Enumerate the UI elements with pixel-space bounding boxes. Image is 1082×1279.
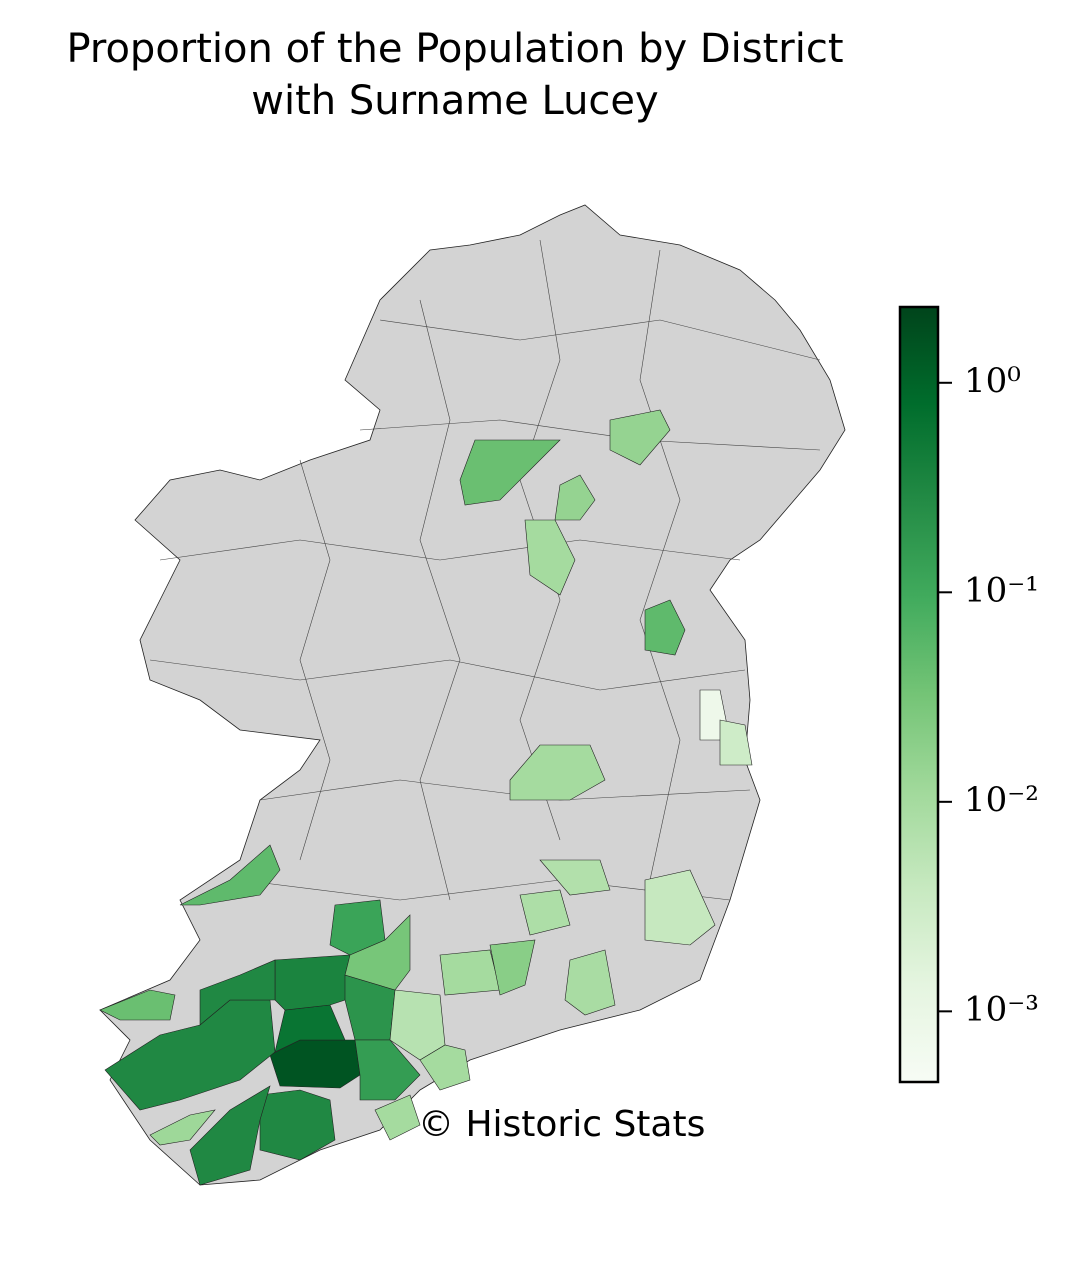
district [199, 959, 276, 1026]
district [644, 599, 686, 656]
district [104, 999, 276, 1111]
district [189, 1085, 271, 1186]
colorbar-tick-label: 10⁻³ [964, 989, 1039, 1029]
credit: © Historic Stats [418, 1104, 705, 1145]
district [459, 439, 561, 506]
district [719, 719, 753, 766]
district [419, 1044, 471, 1091]
district [554, 474, 596, 521]
district [149, 1109, 216, 1146]
district [259, 1089, 336, 1161]
colorbar-tick-label: 10⁻² [964, 780, 1039, 820]
district [439, 949, 501, 996]
district [539, 859, 611, 896]
district [344, 914, 411, 991]
district [609, 409, 671, 466]
district [524, 519, 576, 596]
district [644, 869, 716, 946]
colorbar-tick-label: 10⁰ [964, 361, 1021, 401]
chart-subtitle: with Surname Lucey [251, 78, 658, 124]
district [274, 954, 351, 1011]
district [509, 744, 606, 801]
district [489, 939, 536, 996]
colorbar [898, 305, 940, 1084]
district [179, 844, 281, 906]
district [99, 989, 176, 1021]
district [564, 949, 616, 1016]
chart-title: Proportion of the Population by District [66, 26, 843, 72]
colorbar-tick-label: 10⁻¹ [964, 570, 1039, 610]
district [519, 889, 571, 936]
district [374, 1094, 421, 1141]
